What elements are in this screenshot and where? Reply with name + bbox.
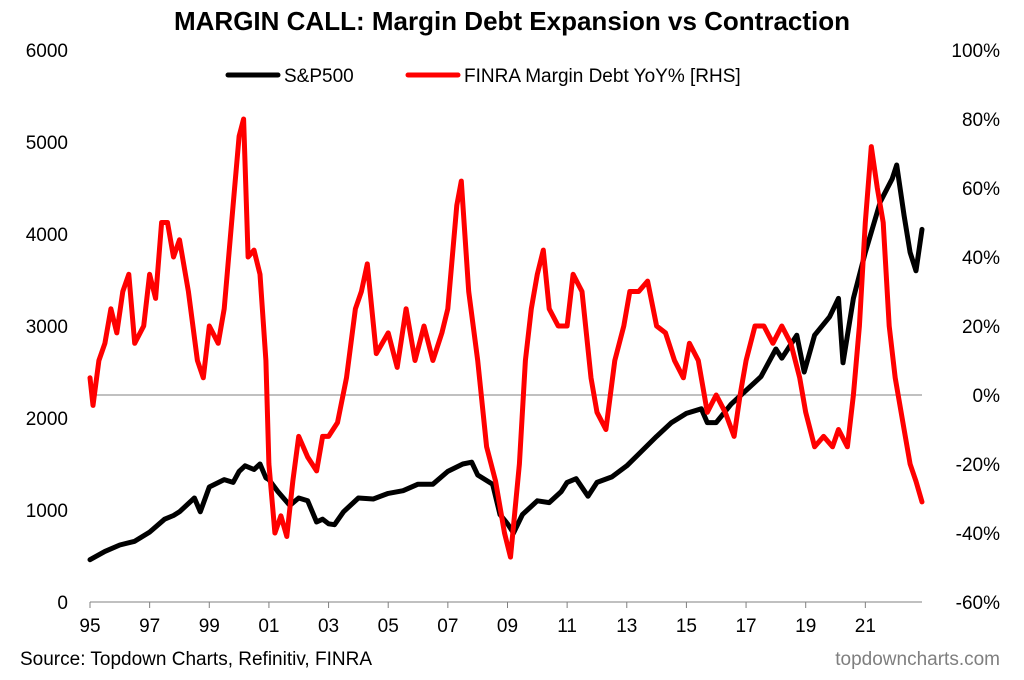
series-layer bbox=[87, 116, 925, 563]
x-tick-label: 21 bbox=[855, 616, 876, 637]
left-tick-label: 1000 bbox=[26, 501, 68, 522]
x-tick-label: 11 bbox=[557, 616, 577, 637]
left-tick-label: 0 bbox=[57, 593, 68, 614]
right-tick-label: 40% bbox=[962, 248, 1000, 269]
chart-title: MARGIN CALL: Margin Debt Expansion vs Co… bbox=[174, 6, 850, 36]
left-tick-label: 6000 bbox=[26, 41, 68, 62]
right-axis: -60% -40% -20% 0% 20% 40% 60% 80% 100% bbox=[951, 41, 1000, 614]
legend-label: S&P500 bbox=[284, 66, 354, 87]
series-line-margin-debt-yoy bbox=[87, 116, 925, 560]
x-tick-label: 07 bbox=[437, 616, 458, 637]
right-tick-label: -40% bbox=[956, 524, 1000, 545]
right-tick-label: 20% bbox=[962, 317, 1000, 338]
right-tick-label: 60% bbox=[962, 179, 1000, 200]
source-note: Source: Topdown Charts, Refinitiv, FINRA bbox=[20, 649, 372, 670]
x-tick-label: 09 bbox=[497, 616, 518, 637]
right-tick-label: 0% bbox=[973, 386, 1001, 407]
x-tick-label: 17 bbox=[735, 616, 756, 637]
left-axis: 0 1000 2000 3000 4000 5000 6000 bbox=[26, 41, 68, 614]
x-tick-label: 01 bbox=[258, 616, 279, 637]
x-tick-label: 19 bbox=[795, 616, 816, 637]
watermark: topdowncharts.com bbox=[835, 649, 1000, 670]
x-tick-label: 99 bbox=[199, 616, 220, 637]
left-tick-label: 3000 bbox=[26, 317, 68, 338]
left-tick-label: 2000 bbox=[26, 409, 68, 430]
x-tick-label: 15 bbox=[676, 616, 697, 637]
right-tick-label: 80% bbox=[962, 110, 1000, 131]
right-tick-label: 100% bbox=[951, 41, 1000, 62]
legend: S&P500 FINRA Margin Debt YoY% [RHS] bbox=[225, 66, 741, 87]
x-tick-label: 95 bbox=[79, 616, 100, 637]
legend-label: FINRA Margin Debt YoY% [RHS] bbox=[464, 66, 741, 87]
x-tick-label: 97 bbox=[139, 616, 160, 637]
right-tick-label: -20% bbox=[956, 455, 1000, 476]
x-tick-label: 05 bbox=[378, 616, 399, 637]
x-tick-label: 03 bbox=[318, 616, 339, 637]
left-tick-label: 4000 bbox=[26, 225, 68, 246]
x-axis: 95 97 99 01 03 05 07 09 11 13 15 17 19 21 bbox=[79, 601, 922, 637]
right-tick-label: -60% bbox=[956, 593, 1000, 614]
x-tick-label: 13 bbox=[616, 616, 637, 637]
left-tick-label: 5000 bbox=[26, 133, 68, 154]
